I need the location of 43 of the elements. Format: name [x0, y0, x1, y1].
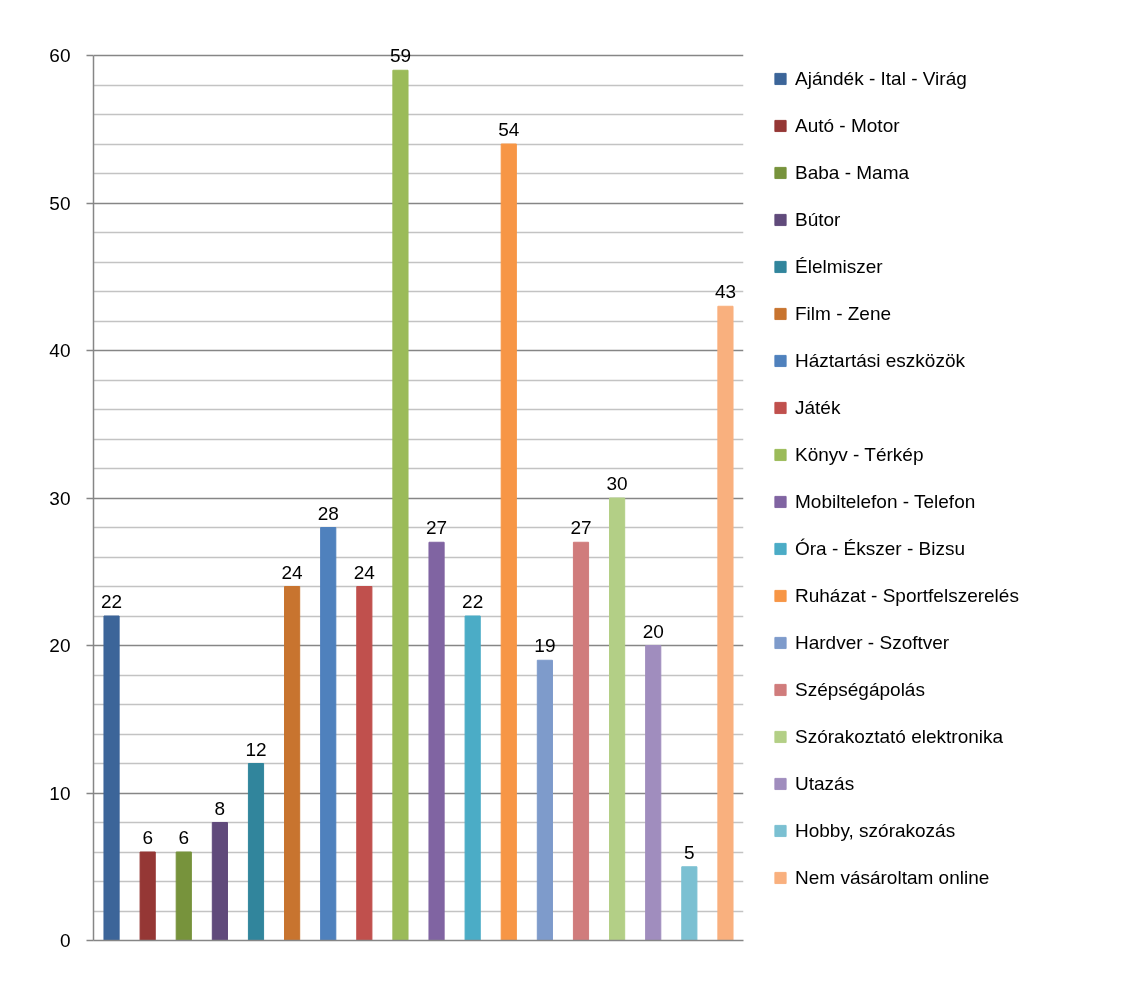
legend-label: Baba - Mama	[795, 161, 910, 183]
data-label: 43	[714, 281, 737, 303]
legend-label: Háztartási eszközök	[795, 349, 966, 371]
data-label: 22	[462, 591, 484, 612]
y-tick-label: 60	[49, 45, 71, 66]
data-label: 59	[389, 45, 412, 67]
legend-label: Szépségápolás	[795, 678, 925, 700]
data-label: 27	[425, 517, 448, 539]
data-label: 12	[245, 738, 267, 760]
legend-label: Autó - Motor	[795, 114, 900, 136]
legend-label: Hardver - Szoftver	[795, 631, 950, 653]
legend-label: Óra - Ékszer - Bizsu	[795, 537, 965, 559]
legend-label: Könyv - Térkép	[795, 443, 924, 465]
data-label: 8	[214, 797, 226, 819]
data-label: 6	[178, 827, 190, 848]
legend-label: Ruházat - Sportfelszerelés	[795, 584, 1019, 606]
data-label: 54	[498, 119, 520, 140]
y-tick-label: 40	[49, 340, 71, 361]
data-label: 28	[317, 502, 339, 524]
legend-label: Film - Zene	[795, 302, 892, 324]
data-label: 30	[606, 473, 628, 494]
data-label: 19	[534, 635, 556, 657]
data-label: 24	[281, 561, 304, 583]
legend-label: Bútor	[795, 208, 841, 230]
y-tick-label: 50	[49, 192, 71, 214]
y-tick-label: 30	[49, 487, 71, 509]
legend-label: Nem vásároltam online	[795, 866, 990, 888]
data-label: 5	[684, 841, 695, 863]
data-label: 27	[570, 517, 592, 539]
legend-label: Élelmiszer	[795, 255, 883, 277]
y-tick-label: 20	[49, 635, 71, 656]
legend-label: Játék	[795, 396, 841, 418]
legend-label: Utazás	[795, 772, 855, 794]
legend-label: Szórakoztató elektronika	[795, 725, 1004, 747]
data-label: 22	[100, 591, 123, 612]
y-tick-label: 0	[59, 930, 71, 951]
y-tick-label: 10	[49, 782, 71, 804]
data-label: 24	[353, 561, 376, 583]
data-label: 20	[642, 620, 664, 642]
legend-label: Mobiltelefon - Telefon	[795, 490, 976, 512]
legend-label: Hobby, szórakozás	[795, 819, 956, 841]
data-label: 6	[142, 827, 153, 848]
legend-label: Ajándék - Ital - Virág	[795, 67, 967, 89]
